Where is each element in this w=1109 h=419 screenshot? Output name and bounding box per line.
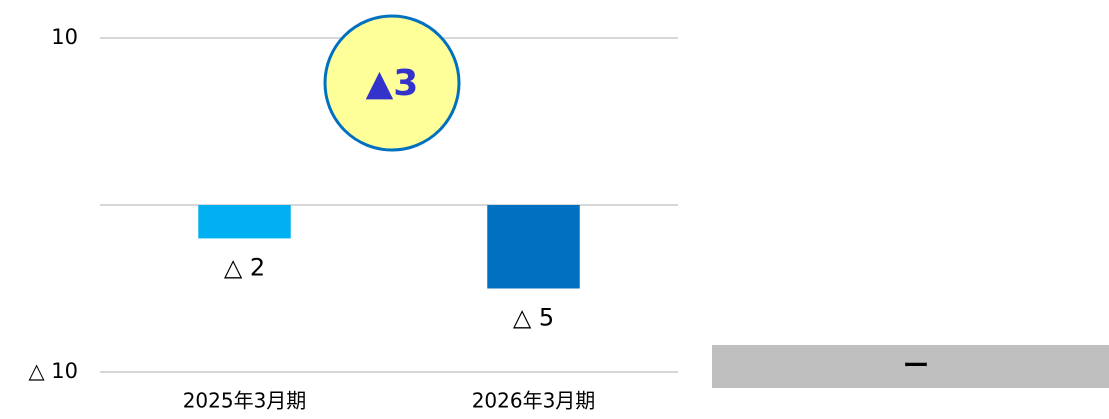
y-tick-label: 10 [51, 25, 78, 49]
side-panel [712, 345, 1109, 388]
bar [487, 205, 580, 289]
annotation: ▲3 [366, 63, 419, 104]
x-tick-label: 2025年3月期 [183, 389, 307, 413]
value-label: △ 2 [224, 253, 265, 281]
side-panel-text: ー [903, 352, 929, 382]
x-tick-label: 2026年3月期 [472, 389, 596, 413]
value-label: △ 5 [513, 304, 554, 332]
bar [198, 205, 291, 239]
y-tick-label: △ 10 [28, 359, 78, 383]
annotation-circle [323, 14, 461, 152]
